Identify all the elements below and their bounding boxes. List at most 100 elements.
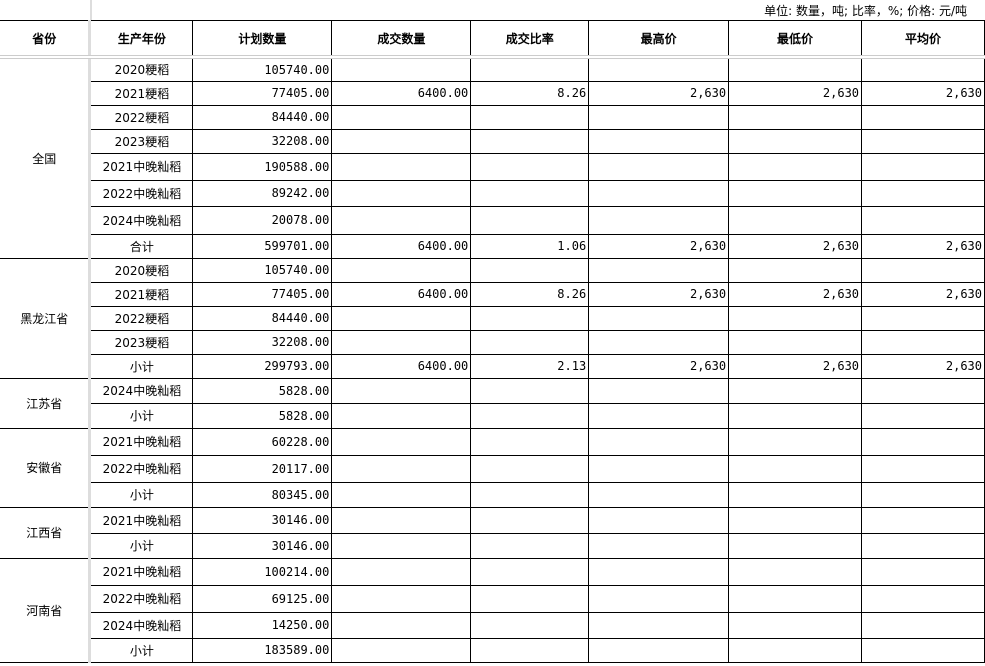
value-cell bbox=[861, 128, 985, 154]
value-cell bbox=[470, 104, 590, 130]
province-cell: 江苏省 bbox=[0, 377, 92, 429]
value-cell bbox=[331, 481, 472, 508]
table-row: 合计 599701.00 6400.00 1.06 2,630 2,630 2,630 bbox=[0, 233, 985, 259]
value-cell bbox=[331, 427, 472, 456]
province-cell: 全国 bbox=[0, 56, 92, 259]
value-cell bbox=[588, 427, 730, 456]
year-cell: 2021粳稻 bbox=[89, 80, 194, 106]
value-cell bbox=[331, 377, 472, 404]
table-row: 小计 30146.00 bbox=[0, 532, 985, 559]
value-cell: 8.26 bbox=[470, 281, 590, 307]
unit-note: 单位: 数量，吨; 比率，%; 价格: 元/吨 bbox=[764, 4, 967, 18]
province-cell: 安徽省 bbox=[0, 427, 92, 508]
value-cell bbox=[588, 637, 730, 663]
year-cell: 2022中晚籼稻 bbox=[89, 179, 194, 207]
value-cell bbox=[331, 257, 472, 283]
value-cell bbox=[861, 506, 985, 534]
value-cell: 5828.00 bbox=[192, 377, 333, 404]
column-header: 成交比率 bbox=[470, 20, 590, 59]
column-header: 计划数量 bbox=[192, 20, 333, 59]
value-cell bbox=[861, 104, 985, 130]
value-cell bbox=[861, 257, 985, 283]
value-cell bbox=[588, 56, 730, 82]
value-cell: 2,630 bbox=[728, 281, 863, 307]
auction-results-table: 省份 生产年份 计划数量 成交数量 成交比率 最高价 最低价 平均价 全国 2020粳稻 1057… bbox=[0, 20, 985, 663]
value-cell bbox=[588, 377, 730, 404]
value-cell: 299793.00 bbox=[192, 353, 333, 379]
value-cell: 2,630 bbox=[588, 80, 730, 106]
year-cell: 2024中晚籼稻 bbox=[89, 611, 194, 639]
value-cell bbox=[728, 179, 863, 207]
value-cell bbox=[588, 305, 730, 331]
value-cell: 60228.00 bbox=[192, 427, 333, 456]
year-cell: 小计 bbox=[89, 481, 194, 508]
value-cell bbox=[588, 329, 730, 355]
province-cell: 江西省 bbox=[0, 506, 92, 559]
value-cell bbox=[861, 557, 985, 586]
value-cell bbox=[728, 506, 863, 534]
table-row: 2022中晚籼稻 69125.00 bbox=[0, 584, 985, 613]
table-row: 2022中晚籼稻 20117.00 bbox=[0, 454, 985, 483]
value-cell bbox=[331, 305, 472, 331]
value-cell bbox=[861, 179, 985, 207]
value-cell bbox=[331, 557, 472, 586]
table-row: 全国 2020粳稻 105740.00 bbox=[0, 56, 985, 259]
value-cell: 6400.00 bbox=[331, 80, 472, 106]
value-cell bbox=[470, 584, 590, 613]
year-cell: 小计 bbox=[89, 402, 194, 429]
value-cell: 30146.00 bbox=[192, 506, 333, 534]
value-cell bbox=[861, 377, 985, 404]
value-cell: 30146.00 bbox=[192, 532, 333, 559]
value-cell: 77405.00 bbox=[192, 80, 333, 106]
value-cell bbox=[331, 104, 472, 130]
year-cell: 2024中晚籼稻 bbox=[89, 377, 194, 404]
value-cell: 6400.00 bbox=[331, 233, 472, 259]
value-cell bbox=[861, 584, 985, 613]
value-cell bbox=[728, 128, 863, 154]
value-cell bbox=[588, 584, 730, 613]
value-cell bbox=[728, 532, 863, 559]
value-cell: 2,630 bbox=[728, 353, 863, 379]
value-cell bbox=[470, 128, 590, 154]
value-cell bbox=[861, 637, 985, 663]
table-row: 2022粳稻 84440.00 bbox=[0, 104, 985, 130]
value-cell bbox=[470, 557, 590, 586]
column-header: 最高价 bbox=[588, 20, 730, 59]
value-cell: 84440.00 bbox=[192, 305, 333, 331]
province-cell: 河南省 bbox=[0, 557, 92, 663]
value-cell bbox=[588, 104, 730, 130]
value-cell: 2,630 bbox=[861, 80, 985, 106]
value-cell bbox=[331, 584, 472, 613]
value-cell: 183589.00 bbox=[192, 637, 333, 663]
year-cell: 2022粳稻 bbox=[89, 305, 194, 331]
value-cell bbox=[588, 454, 730, 483]
value-cell: 2,630 bbox=[861, 233, 985, 259]
value-cell: 14250.00 bbox=[192, 611, 333, 639]
table-row: 河南省 2021中晚籼稻 100214.00 bbox=[0, 557, 985, 663]
table-row: 2021中晚籼稻 190588.00 bbox=[0, 152, 985, 181]
table-row: 小计 5828.00 bbox=[0, 402, 985, 429]
value-cell bbox=[470, 329, 590, 355]
value-cell bbox=[588, 205, 730, 235]
value-cell bbox=[331, 205, 472, 235]
value-cell bbox=[470, 481, 590, 508]
value-cell bbox=[861, 611, 985, 639]
table-row: 江西省 2021中晚籼稻 30146.00 bbox=[0, 506, 985, 559]
value-cell bbox=[728, 611, 863, 639]
table-row: 2024中晚籼稻 14250.00 bbox=[0, 611, 985, 639]
value-cell bbox=[728, 402, 863, 429]
table-row: 2023粳稻 32208.00 bbox=[0, 128, 985, 154]
value-cell: 105740.00 bbox=[192, 257, 333, 283]
value-cell bbox=[588, 152, 730, 181]
table-row: 黑龙江省 2020粳稻 105740.00 bbox=[0, 257, 985, 379]
value-cell: 2,630 bbox=[588, 233, 730, 259]
value-cell bbox=[728, 305, 863, 331]
value-cell bbox=[470, 427, 590, 456]
value-cell bbox=[728, 152, 863, 181]
value-cell bbox=[728, 584, 863, 613]
value-cell: 6400.00 bbox=[331, 353, 472, 379]
value-cell bbox=[331, 611, 472, 639]
value-cell: 1.06 bbox=[470, 233, 590, 259]
value-cell bbox=[331, 128, 472, 154]
table-row: 2022中晚籼稻 89242.00 bbox=[0, 179, 985, 207]
